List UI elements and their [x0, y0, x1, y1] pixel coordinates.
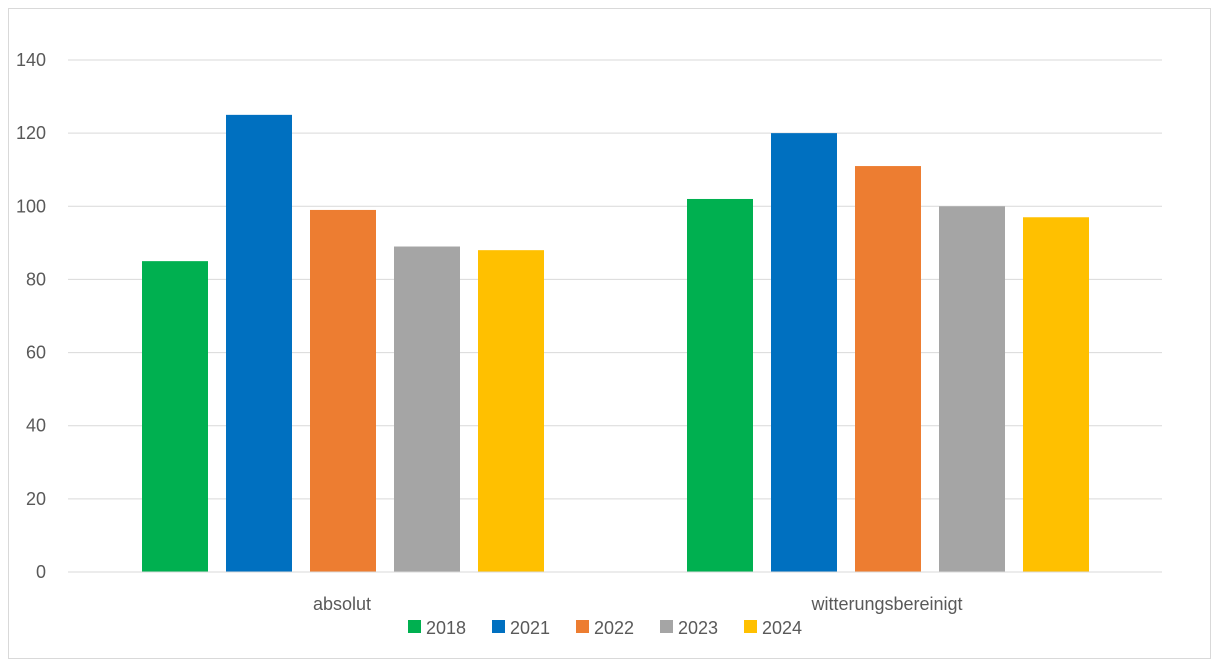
- y-tick-label-20: 20: [26, 489, 46, 509]
- bar-2024-witterungsbereinigt: [1023, 217, 1089, 572]
- bar-2022-witterungsbereinigt: [855, 166, 921, 573]
- legend-label-2024: 2024: [762, 618, 802, 638]
- legend-label-2018: 2018: [426, 618, 466, 638]
- y-tick-label-0: 0: [36, 562, 46, 582]
- bar-2021-witterungsbereinigt: [771, 133, 837, 572]
- y-tick-label-40: 40: [26, 416, 46, 436]
- legend-swatch-2024: [744, 620, 757, 633]
- category-label-absolut: absolut: [313, 594, 371, 614]
- category-label-witterungsbereinigt: witterungsbereinigt: [810, 594, 962, 614]
- bar-2023-witterungsbereinigt: [939, 206, 1005, 573]
- bars: [142, 114, 1089, 573]
- legend-swatch-2021: [492, 620, 505, 633]
- y-axis-tick-labels: 0 20 40 60 80 100 120 140: [16, 50, 46, 582]
- x-axis-category-labels: absolut witterungsbereinigt: [313, 594, 963, 614]
- y-tick-label-120: 120: [16, 123, 46, 143]
- y-tick-label-100: 100: [16, 196, 46, 216]
- legend: 2018 2021 2022 2023 2024: [408, 618, 802, 638]
- legend-swatch-2022: [576, 620, 589, 633]
- y-tick-label-140: 140: [16, 50, 46, 70]
- legend-label-2021: 2021: [510, 618, 550, 638]
- bar-2022-absolut: [310, 209, 376, 572]
- legend-item-2024: 2024: [744, 618, 802, 638]
- legend-label-2022: 2022: [594, 618, 634, 638]
- legend-item-2023: 2023: [660, 618, 718, 638]
- chart-frame: [8, 8, 1211, 659]
- y-tick-label-80: 80: [26, 269, 46, 289]
- y-tick-label-60: 60: [26, 343, 46, 363]
- bar-2024-absolut: [478, 250, 544, 572]
- legend-item-2018: 2018: [408, 618, 466, 638]
- legend-swatch-2023: [660, 620, 673, 633]
- bar-2023-absolut: [394, 246, 460, 572]
- bar-2018-witterungsbereinigt: [687, 198, 753, 572]
- legend-swatch-2018: [408, 620, 421, 633]
- legend-item-2021: 2021: [492, 618, 550, 638]
- bar-2021-absolut: [226, 114, 292, 572]
- bar-2018-absolut: [142, 261, 208, 572]
- legend-label-2023: 2023: [678, 618, 718, 638]
- legend-item-2022: 2022: [576, 618, 634, 638]
